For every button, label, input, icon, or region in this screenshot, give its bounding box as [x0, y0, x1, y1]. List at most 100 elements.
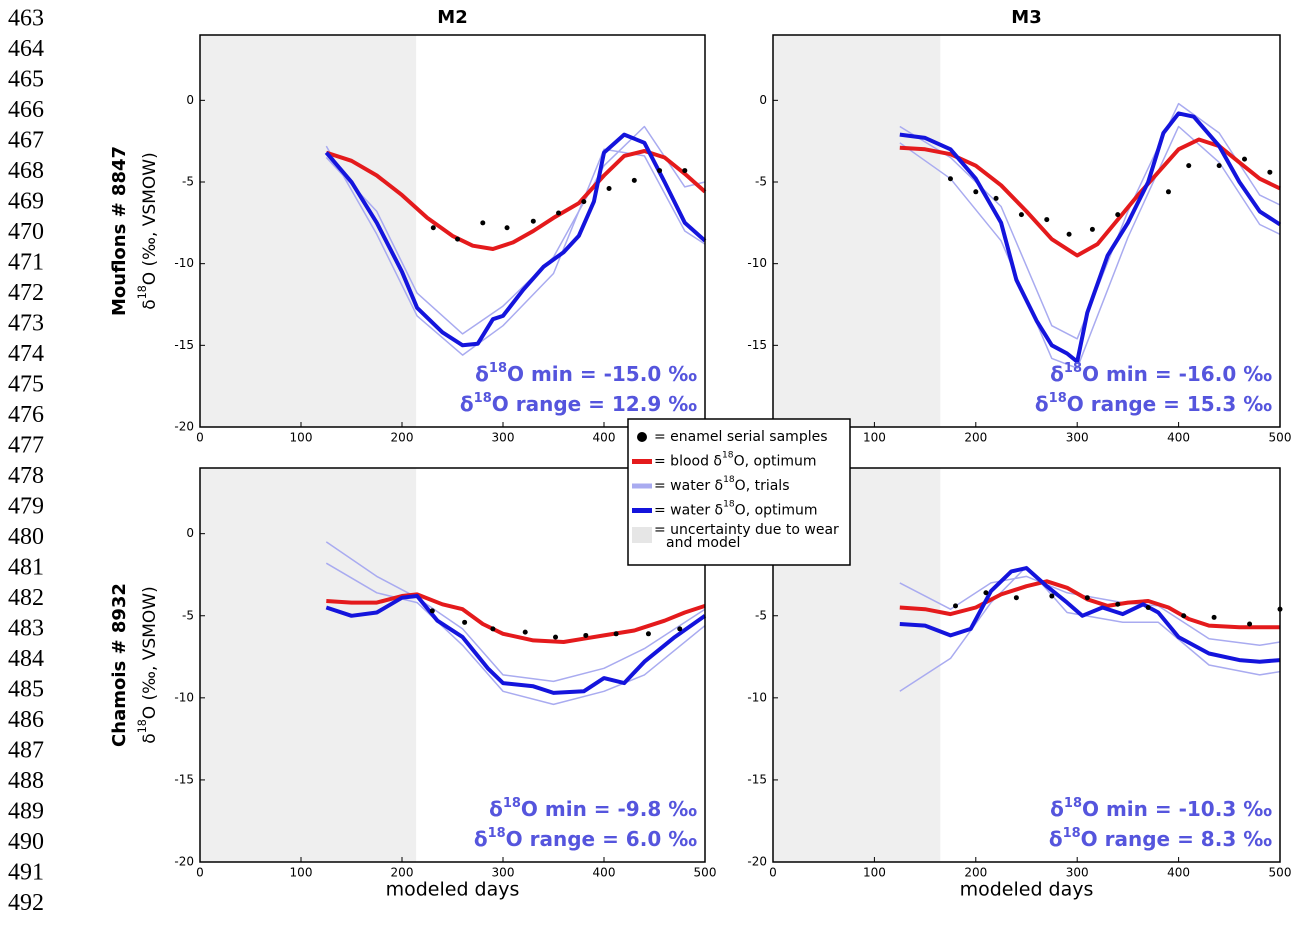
line-number: 490 [8, 829, 44, 855]
legend-label-part: = blood δ [654, 454, 722, 470]
line-number: 492 [8, 890, 44, 916]
y-tick-label: -5 [182, 175, 194, 189]
data-line [325, 541, 706, 683]
sample-dot [504, 225, 510, 231]
x-tick-label: 0 [196, 431, 204, 445]
y-tick-label: -20 [174, 420, 194, 434]
sample-dot [993, 195, 999, 201]
sample-dot [1066, 231, 1072, 237]
x-tick-label: 100 [290, 431, 313, 445]
y-tick-label: -20 [174, 855, 194, 869]
x-tick-label: 0 [769, 866, 777, 880]
x-tick-label: 400 [593, 431, 616, 445]
plot-frame [772, 34, 1281, 428]
legend-marker [632, 527, 652, 543]
data-line [899, 111, 1282, 364]
annotation: δ18O range = 12.9 ‰ [460, 391, 697, 416]
y-tick-label: -20 [747, 855, 767, 869]
y-tick-label: -10 [747, 256, 767, 270]
annotation-part: O range = 15.3 ‰ [1067, 392, 1272, 416]
y-axis-label: δ18O (‰, VSMOW) [136, 586, 160, 743]
sample-dot [613, 631, 619, 637]
y-tick-label: 0 [186, 93, 194, 107]
x-tick-label: 300 [492, 866, 515, 880]
legend-label: and model [666, 535, 740, 551]
y-axis-label-part: O (‰, VSMOW) [140, 586, 160, 719]
line-number: 468 [8, 158, 44, 184]
x-tick-label: 100 [290, 866, 313, 880]
sample-dot [1267, 169, 1273, 175]
y-tick-label: -15 [174, 772, 194, 786]
annotation-sup: 18 [489, 361, 507, 376]
annotation-sup: 18 [1049, 391, 1067, 406]
sample-dot [556, 210, 562, 216]
line-number: 464 [8, 36, 44, 62]
sample-dot [645, 631, 651, 637]
y-tick-label: 0 [759, 93, 767, 107]
column-title: M3 [1011, 7, 1041, 28]
sample-dot [490, 626, 496, 632]
legend-label-sup: 18 [722, 450, 734, 460]
line-number: 470 [8, 219, 44, 245]
annotation-sup: 18 [1063, 826, 1081, 841]
annotation-part: δ [1050, 797, 1064, 821]
legend-label-part: O, optimum [734, 454, 817, 470]
x-tick-label: 200 [964, 431, 987, 445]
sample-dot [581, 199, 587, 205]
y-axis-label-sup: 18 [136, 285, 149, 299]
line-number: 480 [8, 524, 44, 550]
x-axis-label: modeled days [386, 879, 520, 901]
y-tick-label: -15 [174, 338, 194, 352]
line-number: 489 [8, 799, 44, 825]
sample-dot [1181, 613, 1187, 619]
column-title: M2 [437, 7, 467, 28]
annotation-sup: 18 [503, 796, 521, 811]
annotation-part: δ [1035, 392, 1049, 416]
sample-dot [1089, 226, 1095, 232]
y-axis-label-sup: 18 [136, 719, 149, 733]
sample-dot [1013, 595, 1019, 601]
annotation-part: O range = 12.9 ‰ [492, 392, 697, 416]
sample-dot [1216, 163, 1222, 169]
annotation-part: O min = -16.0 ‰ [1082, 362, 1272, 386]
line-number: 466 [8, 97, 44, 123]
sample-dot [429, 608, 435, 614]
sample-dot [1044, 217, 1050, 223]
sample-dot [480, 220, 486, 226]
row-label: Mouflons # 8847 [109, 146, 130, 316]
annotation-part: O min = -9.8 ‰ [521, 797, 697, 821]
legend-label: = water δ18O, optimum [654, 499, 818, 519]
legend-label-part: = uncertainty due to wear [654, 522, 839, 538]
y-tick-label: -10 [174, 256, 194, 270]
x-tick-label: 0 [196, 866, 204, 880]
annotation-sup: 18 [1064, 361, 1082, 376]
annotation-part: O min = -15.0 ‰ [507, 362, 697, 386]
sample-dot [1211, 614, 1217, 620]
y-tick-label: -10 [174, 690, 194, 704]
plot-frame [199, 34, 706, 428]
line-number: 481 [8, 555, 44, 581]
x-tick-label: 400 [1167, 431, 1190, 445]
sample-dot [583, 632, 589, 638]
x-tick-label: 300 [492, 431, 515, 445]
sample-dot [1084, 595, 1090, 601]
data-line [899, 566, 1281, 664]
x-tick-label: 100 [863, 866, 886, 880]
x-tick-label: 200 [391, 431, 414, 445]
sample-dot [1186, 163, 1192, 169]
data-line [899, 565, 1281, 692]
legend-label-part: = enamel serial samples [654, 429, 828, 445]
x-tick-label: 100 [863, 431, 886, 445]
sample-dot [1018, 212, 1024, 218]
sample-dot [1165, 189, 1171, 195]
line-number: 483 [8, 616, 44, 642]
annotation-part: δ [460, 392, 474, 416]
plot-frame [772, 467, 1281, 863]
annotation: δ18O min = -16.0 ‰ [1050, 361, 1272, 386]
x-tick-label: 300 [1066, 866, 1089, 880]
line-number: 477 [8, 433, 44, 459]
y-axis-label: δ18O (‰, VSMOW) [136, 152, 160, 309]
legend-label-part: = water δ [654, 503, 723, 519]
data-line [325, 145, 706, 356]
